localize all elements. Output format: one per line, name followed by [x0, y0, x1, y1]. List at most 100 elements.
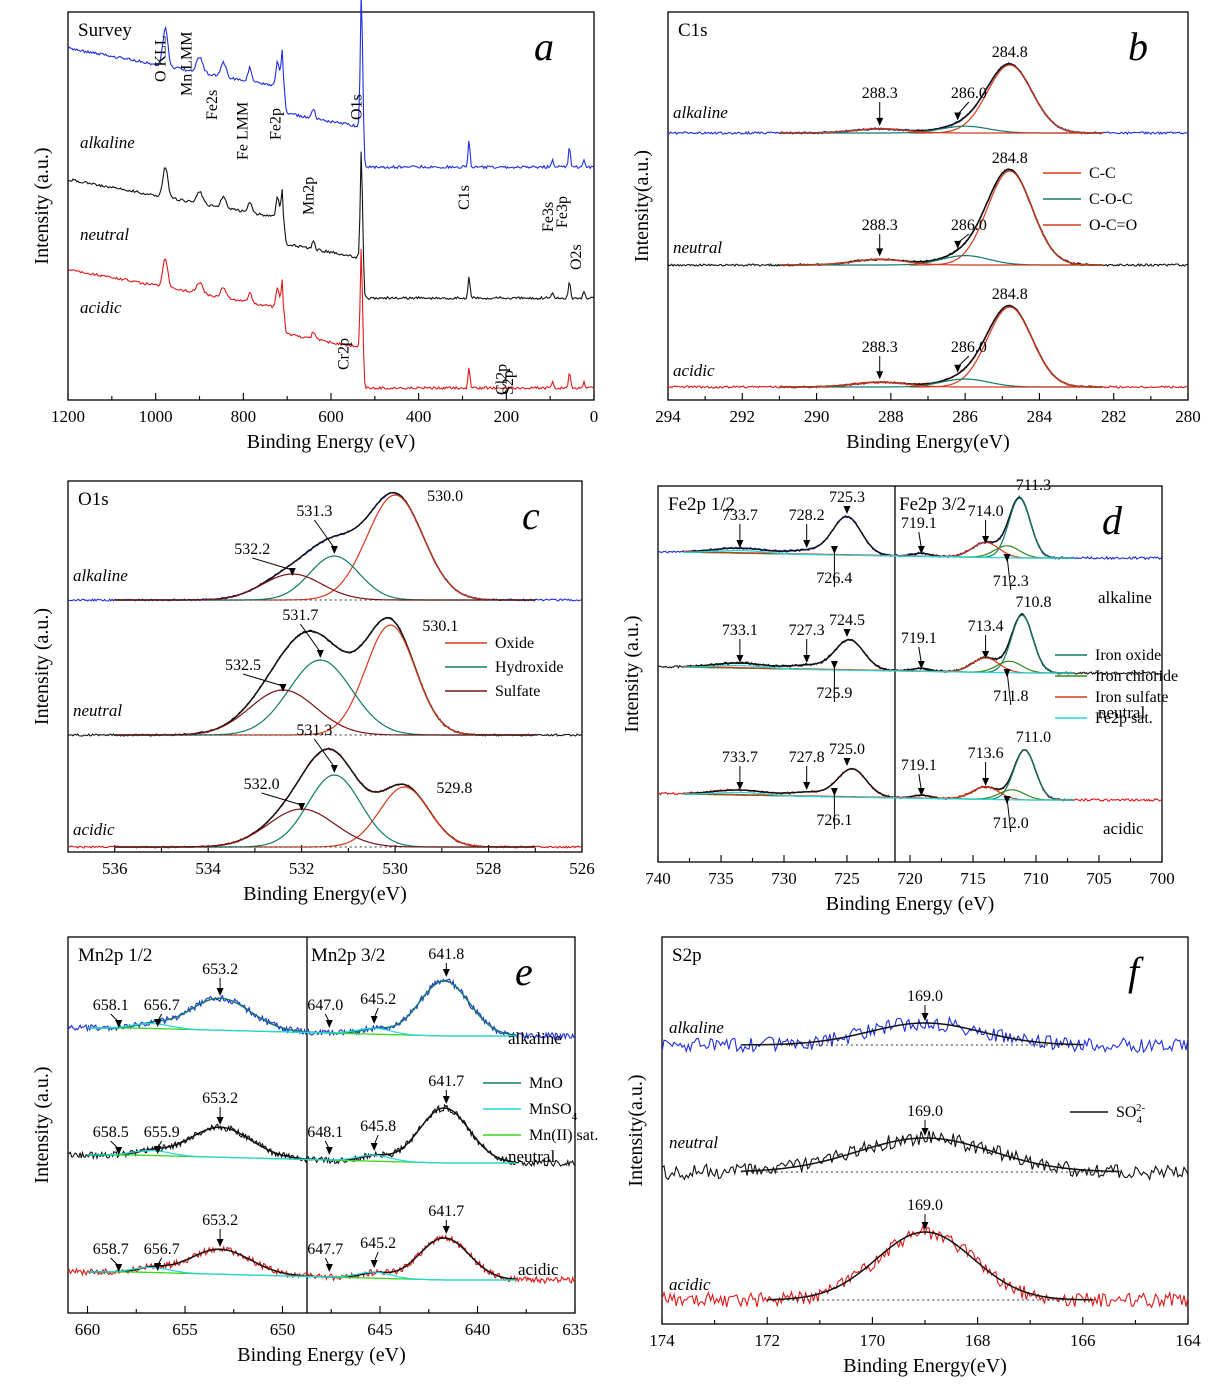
- series-label-acidic: acidic: [669, 1275, 711, 1294]
- legend-entry: Sulfate: [495, 683, 540, 700]
- peak-label: 656.7: [144, 997, 180, 1014]
- survey-annotation: Cl2p: [493, 364, 510, 395]
- peak-label: 288.3: [862, 217, 898, 234]
- peak-arrow-line: [1006, 797, 1012, 833]
- peak-arrow-head: [803, 655, 811, 663]
- series-label-alkaline: alkaline: [1098, 588, 1152, 607]
- peak-label: 532.5: [225, 657, 261, 674]
- survey-annotation: Fe2s: [204, 90, 221, 120]
- x-tick-label: 166: [1070, 1331, 1096, 1350]
- x-tick-label: 800: [231, 407, 257, 426]
- peak-arrow-head: [843, 758, 851, 766]
- x-tick-label: 1000: [139, 407, 173, 426]
- peak-arrow-line: [918, 646, 922, 664]
- peak-arrow-head: [954, 364, 962, 373]
- spectrum-line-acidic: [67, 249, 595, 391]
- peak-label: 733.1: [722, 622, 758, 639]
- peak-arrow-line: [242, 673, 284, 687]
- peak-arrow-head: [330, 546, 338, 554]
- peak-arrow-head: [442, 1226, 450, 1234]
- x-tick-label: 200: [494, 407, 520, 426]
- peak-arrow-line: [313, 738, 335, 768]
- peak-arrow-head: [982, 536, 990, 544]
- peak-label: 658.5: [93, 1124, 129, 1141]
- peak-label: 532.0: [244, 776, 280, 793]
- peak-label: 712.0: [993, 815, 1029, 832]
- peak-label: 727.3: [789, 622, 825, 639]
- spectrum-line-alkaline: [67, 0, 595, 170]
- spectrum-line-acidic: [667, 304, 1189, 389]
- x-tick-label: 174: [649, 1331, 675, 1350]
- legend: SO42-: [1070, 1102, 1145, 1126]
- panel-title-2: Fe2p 3/2: [899, 494, 966, 515]
- peak-label: 531.7: [282, 607, 318, 624]
- x-tick-label: 0: [590, 407, 599, 426]
- peak-label: 288.3: [862, 85, 898, 102]
- legend-entry: MnSO4: [529, 1101, 578, 1123]
- legend-entry: SO42-: [1116, 1102, 1145, 1126]
- peak-arrow-head: [917, 661, 925, 669]
- legend-entry: Iron chloride: [1095, 668, 1178, 685]
- legend: C-C C-O-C O-C=O: [1043, 165, 1137, 234]
- peak-label: 530.0: [427, 488, 463, 505]
- series-label-acidic: acidic: [73, 820, 115, 839]
- panel-title: C1s: [678, 20, 708, 41]
- legend-entry: C-C: [1089, 165, 1116, 182]
- survey-annotation: Fe2p: [268, 108, 285, 140]
- axes-frame: [657, 485, 1163, 863]
- survey-annotation: C1s: [456, 185, 473, 210]
- peak-arrow-head: [370, 1143, 378, 1151]
- series-label-neutral: neutral: [673, 238, 722, 257]
- peak-label: 713.6: [968, 745, 1004, 762]
- peak-label: 531.3: [296, 503, 332, 520]
- peak-label: 733.7: [722, 507, 758, 524]
- series-label-alkaline: alkaline: [673, 103, 728, 122]
- peak-arrow-head: [876, 117, 884, 126]
- fit-o-c-o: [779, 258, 1103, 266]
- peak-arrow-head: [279, 684, 287, 692]
- peak-label: 655.9: [144, 1124, 180, 1141]
- series-label-alkaline: alkaline: [73, 566, 128, 585]
- x-tick-label: 286: [952, 407, 978, 426]
- spectrum-line-neutral: [68, 151, 595, 301]
- panel-title: Mn2p 1/2: [78, 945, 152, 966]
- survey-annotation: Cr2p: [336, 338, 353, 370]
- envelope-fit: [683, 614, 1074, 674]
- fit-mnso4: [87, 1149, 517, 1164]
- peak-label: 712.3: [993, 573, 1029, 590]
- peak-label: 728.2: [789, 507, 825, 524]
- peak-arrow-line: [261, 792, 302, 806]
- x-tick-label: 710: [1023, 869, 1049, 888]
- x-tick-label: 294: [655, 407, 681, 426]
- peak-arrow-head: [316, 650, 324, 658]
- peak-arrow-head: [876, 371, 884, 380]
- x-tick-label: 650: [270, 1320, 296, 1339]
- y-axis-label: Intensity (a.u.): [31, 1066, 53, 1183]
- peak-arrow-head: [876, 248, 884, 257]
- peak-arrow-head: [442, 969, 450, 977]
- peak-label: 284.8: [992, 286, 1028, 303]
- peak-label: 648.1: [307, 1124, 343, 1141]
- x-tick-label: 168: [965, 1331, 991, 1350]
- spectrum-line-acidic: [661, 1223, 1189, 1309]
- legend-entry: Mn(II) sat.: [529, 1127, 598, 1144]
- peak-arrow-head: [442, 1096, 450, 1104]
- peak-arrow-head: [954, 240, 962, 249]
- x-tick-label: 526: [569, 859, 595, 878]
- x-tick-label: 700: [1149, 869, 1175, 888]
- peak-label: 719.1: [901, 757, 937, 774]
- x-tick-label: 290: [804, 407, 830, 426]
- peak-label: 169.0: [907, 1197, 943, 1214]
- peak-arrow-head: [216, 988, 224, 996]
- peak-label: 653.2: [202, 961, 238, 978]
- peak-label: 284.8: [992, 44, 1028, 61]
- survey-annotation: Mn LMM: [179, 32, 196, 96]
- x-tick-label: 284: [1027, 407, 1053, 426]
- peak-arrow-head: [830, 788, 838, 796]
- peak-arrow-head: [370, 1260, 378, 1268]
- panel-title: Fe2p 1/2: [668, 494, 735, 515]
- survey-annotation: Fe3p: [554, 196, 571, 228]
- x-tick-label: 720: [897, 869, 923, 888]
- panel-letter: d: [1102, 498, 1123, 543]
